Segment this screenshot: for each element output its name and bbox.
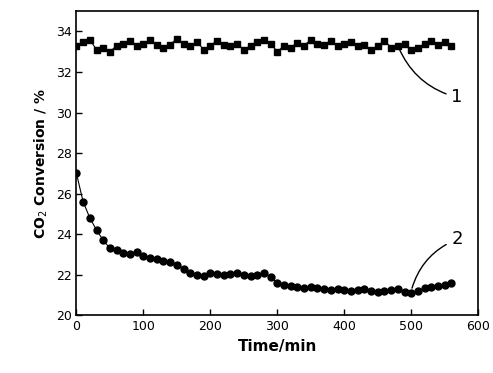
X-axis label: Time/min: Time/min	[238, 339, 317, 354]
Y-axis label: CO$_2$ Conversion / %: CO$_2$ Conversion / %	[33, 88, 50, 239]
Text: 1: 1	[399, 48, 463, 106]
Text: 2: 2	[412, 230, 463, 288]
